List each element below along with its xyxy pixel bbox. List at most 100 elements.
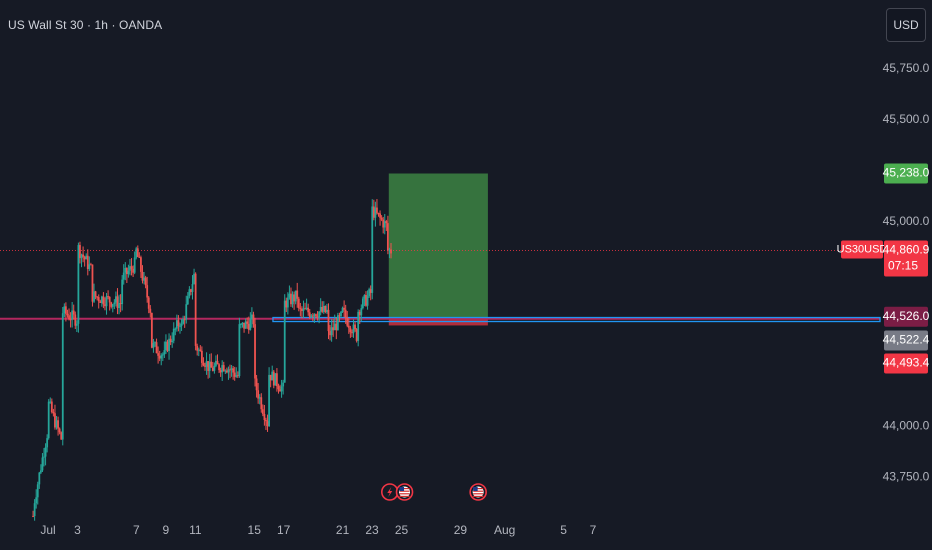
- candle: [311, 315, 314, 317]
- candle: [227, 369, 230, 373]
- candle: [252, 314, 255, 325]
- candle: [46, 438, 49, 448]
- candle: [165, 341, 167, 351]
- candle: [244, 321, 247, 329]
- candle: [155, 342, 158, 354]
- candle: [182, 319, 185, 324]
- horizontal-ray[interactable]: [272, 316, 881, 323]
- candle: [183, 319, 186, 321]
- candle: [85, 255, 88, 260]
- candle: [190, 289, 192, 292]
- candle: [354, 324, 356, 330]
- candle: [282, 382, 285, 387]
- candle: [52, 412, 55, 414]
- candle: [374, 207, 377, 218]
- candle: [116, 296, 119, 309]
- candle: [224, 370, 227, 372]
- candle: [90, 264, 92, 266]
- candle: [222, 365, 225, 371]
- candle: [168, 338, 170, 351]
- candle: [358, 311, 361, 316]
- candle: [204, 365, 206, 367]
- candle: [75, 323, 78, 326]
- candle: [64, 306, 67, 314]
- candle: [71, 310, 74, 320]
- candle: [304, 308, 306, 310]
- candle: [272, 371, 275, 386]
- candle: [355, 329, 358, 341]
- candle: [283, 300, 286, 383]
- candle: [352, 324, 355, 334]
- candle: [330, 327, 333, 336]
- candle: [54, 413, 56, 428]
- candle: [36, 484, 39, 498]
- candle: [340, 311, 342, 316]
- candle: [291, 294, 294, 305]
- candle: [68, 315, 70, 320]
- candle: [146, 285, 149, 298]
- candle: [207, 361, 210, 371]
- candle: [180, 323, 183, 327]
- x-axis-tick-label: 3: [74, 523, 81, 537]
- flag-stripe: [473, 495, 484, 497]
- candle: [258, 397, 261, 399]
- candle: [130, 266, 133, 269]
- candle: [132, 268, 135, 273]
- flag-stripe: [399, 490, 410, 492]
- candle: [143, 277, 145, 281]
- candle: [202, 362, 205, 366]
- candle: [191, 284, 194, 292]
- candle: [357, 311, 360, 341]
- flag-stripe: [473, 493, 484, 495]
- candle: [254, 324, 256, 379]
- x-axis-tick-label: 15: [248, 523, 262, 537]
- candle: [124, 267, 127, 273]
- candle: [233, 372, 236, 377]
- candle: [39, 470, 42, 473]
- candle: [140, 257, 142, 272]
- candle: [371, 206, 374, 293]
- candle: [149, 308, 152, 313]
- candle: [113, 302, 116, 305]
- candle: [111, 304, 114, 307]
- candle: [186, 296, 189, 305]
- countdown-label: 07:15: [888, 259, 918, 273]
- candle: [343, 307, 346, 310]
- flag-stripe: [473, 490, 484, 492]
- candle: [119, 303, 122, 305]
- candle: [241, 322, 244, 324]
- price-label-target-bg: [884, 163, 928, 184]
- candle: [261, 409, 264, 414]
- candle: [177, 320, 180, 327]
- candle: [72, 310, 75, 315]
- candle: [136, 248, 139, 257]
- candle: [32, 515, 34, 517]
- candle: [236, 375, 239, 377]
- candle: [372, 206, 375, 218]
- candle: [63, 306, 66, 314]
- candle: [41, 457, 44, 471]
- candle: [290, 293, 292, 305]
- candle: [197, 349, 200, 351]
- candle: [125, 267, 128, 275]
- price-label-ray-bg: [884, 330, 928, 351]
- profit-zone[interactable]: [388, 173, 488, 319]
- candle: [69, 319, 72, 321]
- price-label-ray: 44,522.4: [883, 333, 930, 347]
- currency-button[interactable]: USD: [886, 8, 926, 42]
- candle: [349, 327, 352, 333]
- candle: [185, 304, 188, 320]
- candle: [99, 301, 102, 304]
- candle: [225, 370, 228, 373]
- x-axis-tick-label: 21: [336, 523, 350, 537]
- candle: [336, 315, 339, 331]
- candle: [196, 345, 199, 351]
- candle: [297, 298, 300, 309]
- y-axis-tick-label: 45,000.0: [883, 214, 930, 228]
- candle: [66, 313, 69, 316]
- candle: [158, 355, 161, 359]
- current-price-label: 44,860.9: [883, 243, 930, 257]
- x-axis-tick-label: 25: [395, 523, 409, 537]
